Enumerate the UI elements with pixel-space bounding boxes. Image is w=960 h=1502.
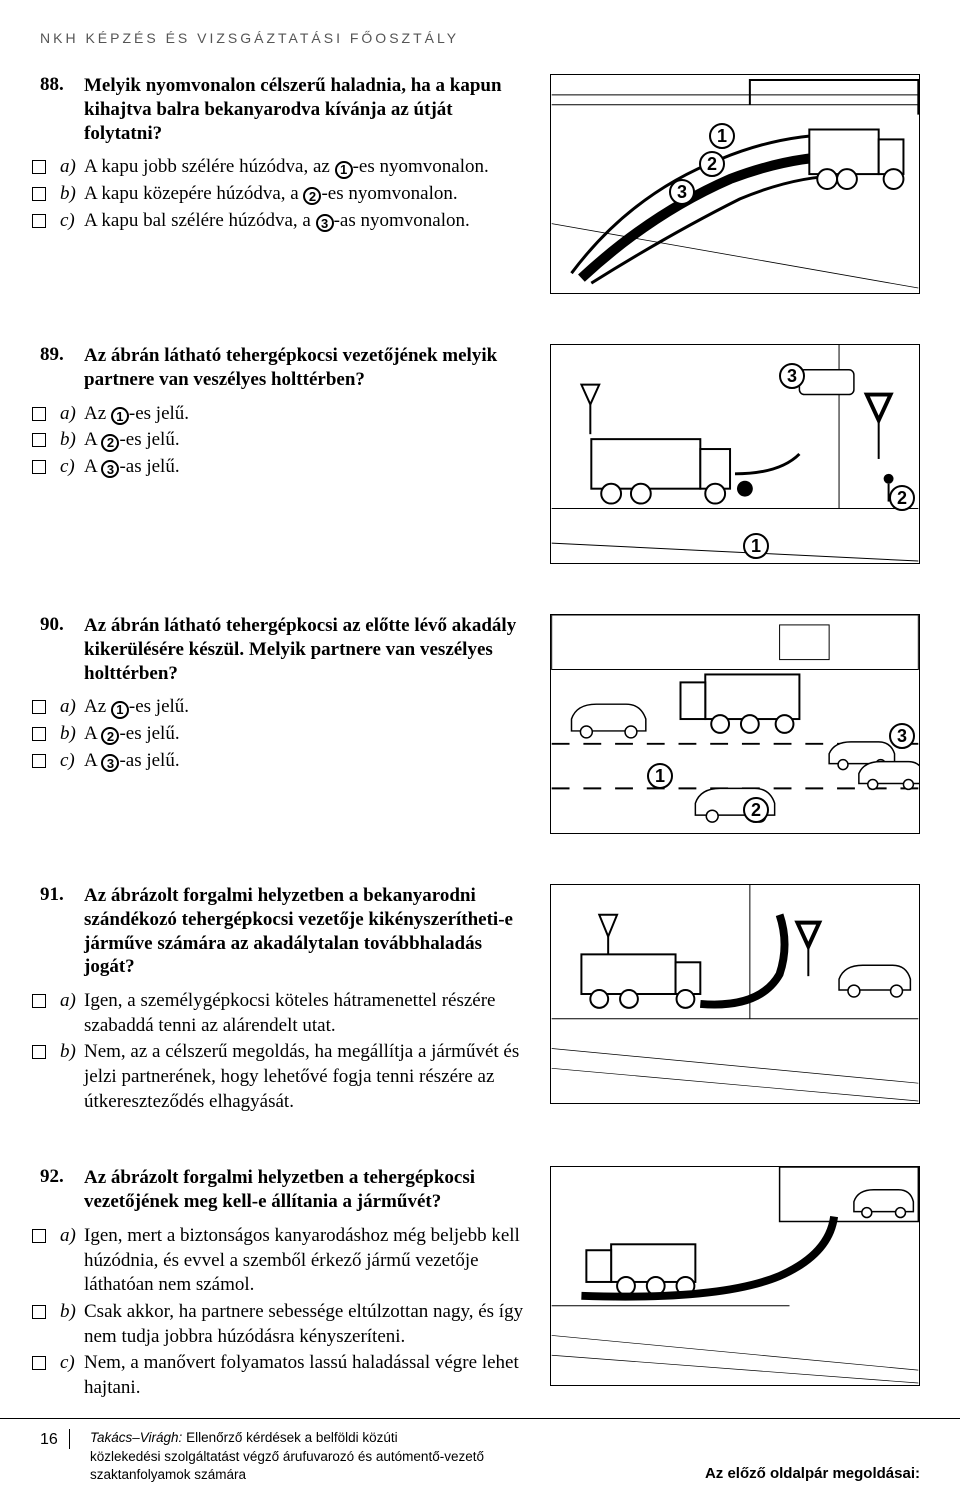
answer-row: c) A 3-as jelű. bbox=[84, 749, 530, 774]
answer-letter: c) bbox=[60, 749, 84, 774]
answer-text: A 2-es jelű. bbox=[84, 428, 530, 453]
checkbox[interactable] bbox=[32, 994, 46, 1008]
answer-row: c) Nem, a manővert folyamatos lassú hala… bbox=[84, 1351, 530, 1400]
num-circle-icon: 2 bbox=[303, 187, 321, 205]
answer-row: b) A 2-es jelű. bbox=[84, 722, 530, 747]
page-header: NKH KÉPZÉS ÉS VIZSGÁZTATÁSI FŐOSZTÁLY bbox=[40, 30, 920, 46]
checkbox[interactable] bbox=[32, 433, 46, 447]
answer-row: b) A kapu közepére húzódva, a 2-es nyomv… bbox=[84, 182, 530, 207]
question-title: Az ábrán látható tehergépkocsi vezetőjén… bbox=[84, 344, 530, 392]
answer-row: b) Nem, az a célszerű megoldás, ha megál… bbox=[84, 1040, 530, 1114]
answer-text: Az 1-es jelű. bbox=[84, 402, 530, 427]
checkbox[interactable] bbox=[32, 1305, 46, 1319]
figure-89: 3 2 1 bbox=[550, 344, 920, 564]
answer-row: a) A kapu jobb szélére húzódva, az 1-es … bbox=[84, 155, 530, 180]
checkbox[interactable] bbox=[32, 700, 46, 714]
question-89: 89. Az ábrán látható tehergépkocsi vezet… bbox=[40, 344, 920, 564]
answer-letter: c) bbox=[60, 209, 84, 234]
answer-letter: b) bbox=[60, 428, 84, 453]
checkbox[interactable] bbox=[32, 160, 46, 174]
answer-letter: a) bbox=[60, 1224, 84, 1249]
answer-text: Igen, mert a biztonságos kanyarodáshoz m… bbox=[84, 1224, 530, 1298]
figure-88: 1 2 3 bbox=[550, 74, 920, 294]
checkbox[interactable] bbox=[32, 1356, 46, 1370]
answer-row: c) A kapu bal szélére húzódva, a 3-as ny… bbox=[84, 209, 530, 234]
figure-number-icon: 1 bbox=[647, 763, 673, 789]
checkbox[interactable] bbox=[32, 727, 46, 741]
checkbox[interactable] bbox=[32, 214, 46, 228]
answer-text: Nem, az a célszerű megoldás, ha megállít… bbox=[84, 1040, 530, 1114]
answer-text: A 2-es jelű. bbox=[84, 722, 530, 747]
answer-text: Az 1-es jelű. bbox=[84, 695, 530, 720]
checkbox[interactable] bbox=[32, 460, 46, 474]
answer-letter: b) bbox=[60, 722, 84, 747]
checkbox[interactable] bbox=[32, 1045, 46, 1059]
figure-number-icon: 1 bbox=[709, 123, 735, 149]
num-circle-icon: 1 bbox=[111, 701, 129, 719]
question-88: 88. Melyik nyomvonalon célszerű haladnia… bbox=[40, 74, 920, 294]
answer-row: a) Az 1-es jelű. bbox=[84, 695, 530, 720]
num-circle-icon: 3 bbox=[316, 214, 334, 232]
answer-letter: b) bbox=[60, 1040, 84, 1065]
answer-letter: b) bbox=[60, 182, 84, 207]
question-90: 90. Az ábrán látható tehergépkocsi az el… bbox=[40, 614, 920, 834]
figure-number-icon: 1 bbox=[743, 533, 769, 559]
answer-letter: c) bbox=[60, 455, 84, 480]
answer-text: A 3-as jelű. bbox=[84, 455, 530, 480]
figure-number-icon: 2 bbox=[889, 485, 915, 511]
answer-letter: c) bbox=[60, 1351, 84, 1376]
answer-text: Csak akkor, ha partnere sebessége eltúlz… bbox=[84, 1300, 530, 1349]
answer-row: b) A 2-es jelű. bbox=[84, 428, 530, 453]
answer-letter: a) bbox=[60, 989, 84, 1014]
answer-letter: b) bbox=[60, 1300, 84, 1325]
answer-row: a) Az 1-es jelű. bbox=[84, 402, 530, 427]
page-number: 16 bbox=[40, 1429, 70, 1449]
answer-row: b) Csak akkor, ha partnere sebessége elt… bbox=[84, 1300, 530, 1349]
checkbox[interactable] bbox=[32, 407, 46, 421]
answer-text: Igen, a személygépkocsi köteles hátramen… bbox=[84, 989, 530, 1038]
num-circle-icon: 3 bbox=[101, 460, 119, 478]
answer-text: A kapu közepére húzódva, a 2-es nyomvona… bbox=[84, 182, 530, 207]
question-title: Az ábrán látható tehergépkocsi az előtte… bbox=[84, 614, 530, 685]
figure-number-icon: 3 bbox=[779, 363, 805, 389]
answer-row: a) Igen, mert a biztonságos kanyarodásho… bbox=[84, 1224, 530, 1298]
footer-solutions-label: Az előző oldalpár megoldásai: bbox=[705, 1465, 920, 1484]
checkbox[interactable] bbox=[32, 754, 46, 768]
figure-92 bbox=[550, 1166, 920, 1386]
question-91: 91. Az ábrázolt forgalmi helyzetben a be… bbox=[40, 884, 920, 1116]
figure-number-icon: 3 bbox=[889, 723, 915, 749]
num-circle-icon: 2 bbox=[101, 727, 119, 745]
answer-letter: a) bbox=[60, 155, 84, 180]
answer-text: A kapu bal szélére húzódva, a 3-as nyomv… bbox=[84, 209, 530, 234]
num-circle-icon: 3 bbox=[101, 754, 119, 772]
answer-row: c) A 3-as jelű. bbox=[84, 455, 530, 480]
figure-90: 3 1 2 bbox=[550, 614, 920, 834]
answer-text: A kapu jobb szélére húzódva, az 1-es nyo… bbox=[84, 155, 530, 180]
answer-text: Nem, a manővert folyamatos lassú haladás… bbox=[84, 1351, 530, 1400]
question-title: Az ábrázolt forgalmi helyzetben a bekany… bbox=[84, 884, 530, 979]
question-92: 92. Az ábrázolt forgalmi helyzetben a te… bbox=[40, 1166, 920, 1402]
num-circle-icon: 1 bbox=[335, 161, 353, 179]
checkbox[interactable] bbox=[32, 1229, 46, 1243]
question-title: Az ábrázolt forgalmi helyzetben a teherg… bbox=[84, 1166, 530, 1214]
num-circle-icon: 2 bbox=[101, 434, 119, 452]
checkbox[interactable] bbox=[32, 187, 46, 201]
answer-row: a) Igen, a személygépkocsi köteles hátra… bbox=[84, 989, 530, 1038]
answer-letter: a) bbox=[60, 695, 84, 720]
figure-number-icon: 2 bbox=[699, 151, 725, 177]
figure-91 bbox=[550, 884, 920, 1104]
num-circle-icon: 1 bbox=[111, 407, 129, 425]
footer-citation: Takács–Virágh: Ellenőrző kérdések a belf… bbox=[90, 1429, 685, 1484]
question-title: Melyik nyomvonalon célszerű haladnia, ha… bbox=[84, 74, 530, 145]
answer-letter: a) bbox=[60, 402, 84, 427]
figure-number-icon: 2 bbox=[743, 797, 769, 823]
figure-number-icon: 3 bbox=[669, 179, 695, 205]
page-footer: 16 Takács–Virágh: Ellenőrző kérdések a b… bbox=[0, 1418, 960, 1502]
answer-text: A 3-as jelű. bbox=[84, 749, 530, 774]
